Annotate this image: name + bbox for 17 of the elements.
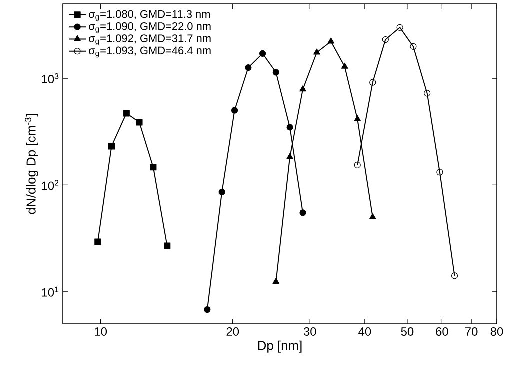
- x-tick-label: 20: [226, 328, 240, 336]
- x-tick-label: 10: [95, 328, 108, 336]
- x-tick-label: 30: [304, 328, 316, 336]
- x-tick-label: 40: [358, 328, 372, 336]
- legend-label: σ$_{g}$=1.093, GMD=46.4 nm: [88, 46, 211, 58]
- x-tick-label: 70: [466, 328, 478, 336]
- y-tick-label: 10$^{1}$: [42, 286, 59, 297]
- x-tick-label: 60: [436, 328, 448, 336]
- legend-label: σ$_{g}$=1.092, GMD=31.7 nm: [88, 34, 211, 46]
- y-axis-title: dN/dlog Dp [cm$^{-3}$]: [25, 114, 38, 214]
- x-axis-title: Dp [nm]: [258, 340, 302, 353]
- x-tick-label: 80: [490, 328, 504, 336]
- legend-label: σ$_{g}$=1.090, GMD=22.0 nm: [88, 22, 211, 34]
- legend-label: σ$_{g}$=1.080, GMD=11.3 nm: [88, 10, 210, 22]
- x-tick-label: 50: [401, 328, 414, 336]
- y-tick-label: 10$^{2}$: [42, 180, 59, 190]
- y-tick-label: 10$^{3}$: [42, 74, 59, 84]
